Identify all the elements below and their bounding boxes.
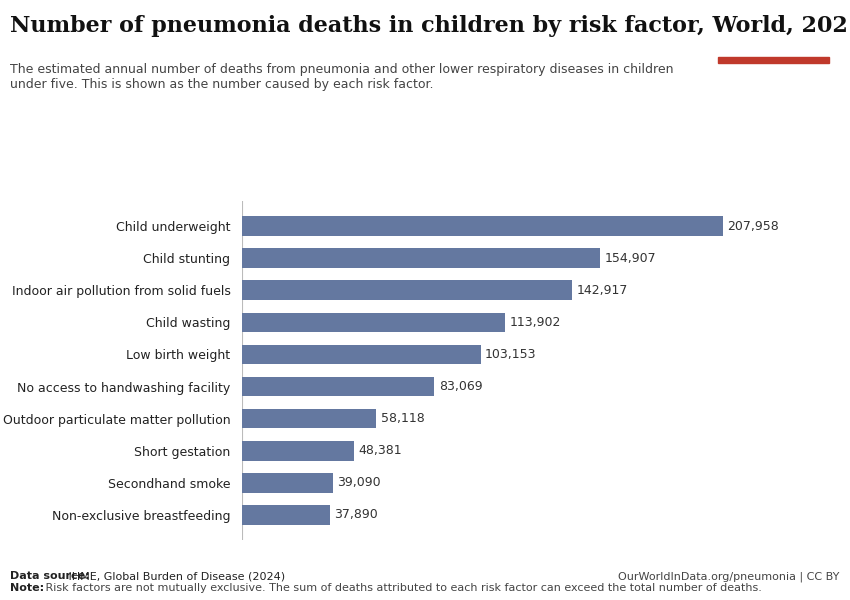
Text: IHME, Global Burden of Disease (2024): IHME, Global Burden of Disease (2024) (65, 571, 286, 581)
Bar (242, 440, 354, 461)
Text: 207,958: 207,958 (728, 220, 779, 233)
Bar (242, 409, 377, 428)
Text: 48,381: 48,381 (359, 444, 402, 457)
Text: 58,118: 58,118 (381, 412, 425, 425)
Text: 37,890: 37,890 (334, 508, 378, 521)
Text: 142,917: 142,917 (577, 284, 628, 297)
Bar (718, 57, 829, 63)
Bar (242, 313, 506, 332)
Text: The estimated annual number of deaths from pneumonia and other lower respiratory: The estimated annual number of deaths fr… (10, 63, 674, 91)
Bar (242, 505, 330, 524)
Bar (242, 473, 332, 493)
Bar (242, 217, 722, 236)
Text: 113,902: 113,902 (510, 316, 561, 329)
Text: Note:: Note: (10, 583, 44, 593)
Bar (242, 377, 434, 397)
Text: Risk factors are not mutually exclusive. The sum of deaths attributed to each ri: Risk factors are not mutually exclusive.… (42, 583, 762, 593)
Text: Our World: Our World (740, 20, 807, 33)
Text: 103,153: 103,153 (485, 348, 536, 361)
Text: 154,907: 154,907 (604, 252, 656, 265)
Bar (242, 280, 572, 301)
Text: 83,069: 83,069 (439, 380, 482, 393)
Text: 39,090: 39,090 (337, 476, 381, 489)
Bar (242, 248, 600, 268)
Bar (242, 344, 480, 364)
Text: in Data: in Data (750, 37, 797, 50)
Text: Number of pneumonia deaths in children by risk factor, World, 2021: Number of pneumonia deaths in children b… (10, 15, 850, 37)
Text: Data source:: Data source: (10, 571, 90, 581)
Text: OurWorldInData.org/pneumonia | CC BY: OurWorldInData.org/pneumonia | CC BY (619, 571, 840, 582)
